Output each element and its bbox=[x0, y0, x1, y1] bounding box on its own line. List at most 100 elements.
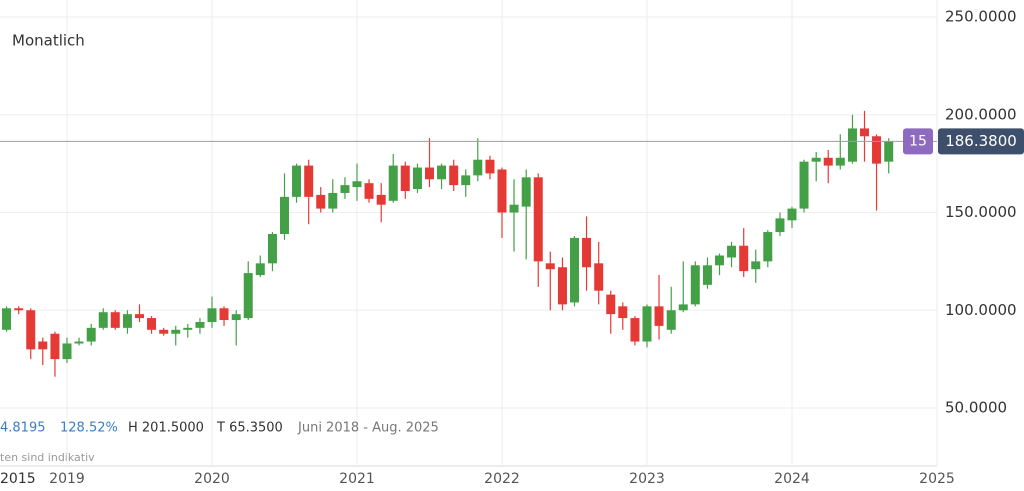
candle-body bbox=[364, 183, 374, 199]
candle-body bbox=[521, 177, 531, 207]
candle-body bbox=[606, 294, 616, 315]
candle-body bbox=[594, 263, 604, 291]
candle-body bbox=[835, 157, 845, 166]
candle-body bbox=[884, 141, 894, 162]
candle-body bbox=[678, 304, 688, 311]
info-item: H 201.5000 bbox=[128, 421, 204, 436]
candle-body bbox=[279, 196, 289, 235]
candle-body bbox=[62, 343, 72, 360]
candle-body bbox=[2, 308, 12, 330]
x-tick-label: 2023 bbox=[629, 471, 665, 487]
candle-body bbox=[739, 245, 749, 272]
candle-body bbox=[545, 263, 555, 270]
candle-body bbox=[618, 306, 628, 319]
candle-body bbox=[811, 157, 821, 162]
candle-body bbox=[183, 327, 193, 330]
candle-body bbox=[582, 237, 592, 268]
candle-body bbox=[872, 136, 882, 164]
x-tick-label: 2021 bbox=[339, 471, 375, 487]
x-tick-label: 2019 bbox=[49, 471, 85, 487]
candle-body bbox=[219, 308, 229, 321]
candle-body bbox=[763, 232, 773, 262]
y-tick-label: 250.0000 bbox=[945, 8, 1017, 26]
candle-body bbox=[231, 314, 241, 321]
candle-body bbox=[376, 194, 386, 205]
x-tick-label: 2025 bbox=[919, 471, 955, 487]
candle-body bbox=[171, 329, 181, 334]
badge-box bbox=[903, 128, 933, 155]
candle-body bbox=[134, 314, 144, 319]
y-tick-label: 200.0000 bbox=[945, 105, 1017, 123]
candle-body bbox=[727, 245, 737, 258]
candle-body bbox=[751, 261, 761, 270]
candle-body bbox=[847, 128, 857, 162]
y-tick-label: 50.0000 bbox=[945, 398, 1007, 416]
candle-body bbox=[292, 165, 302, 197]
candle-body bbox=[799, 161, 809, 209]
candle-body bbox=[473, 159, 483, 176]
candle-body bbox=[775, 218, 785, 233]
info-item: T 65.3500 bbox=[216, 421, 283, 436]
candle-body bbox=[437, 165, 447, 180]
candle-body bbox=[38, 341, 48, 350]
x-tick-label: 2020 bbox=[194, 471, 230, 487]
candle-body bbox=[50, 333, 60, 360]
candle-body bbox=[642, 306, 652, 342]
candle-body bbox=[304, 165, 314, 197]
candle-body bbox=[74, 341, 84, 344]
candle-body bbox=[86, 327, 96, 342]
candle-body bbox=[497, 169, 507, 213]
candle-body bbox=[787, 208, 797, 221]
candle-body bbox=[352, 181, 362, 188]
footnote: ten sind indikativ bbox=[0, 451, 95, 464]
candle-body bbox=[533, 177, 543, 262]
candle-body bbox=[557, 267, 567, 305]
candle-body bbox=[569, 237, 579, 303]
candle-body bbox=[267, 234, 277, 264]
candle-body bbox=[714, 255, 724, 266]
candle-body bbox=[412, 167, 422, 190]
candle-body bbox=[461, 175, 471, 186]
candle-body bbox=[316, 194, 326, 209]
candle-body bbox=[690, 265, 700, 305]
candle-body bbox=[243, 273, 253, 319]
candle-body bbox=[702, 265, 712, 285]
candle-body bbox=[400, 165, 410, 191]
candle-body bbox=[509, 204, 519, 213]
info-item: 128.52% bbox=[60, 421, 118, 436]
x-tick-label: 2022 bbox=[484, 471, 520, 487]
candle-body bbox=[388, 165, 398, 201]
y-tick-label: 150.0000 bbox=[945, 203, 1017, 221]
candle-body bbox=[98, 312, 108, 328]
candle-body bbox=[823, 157, 833, 166]
last-price-box bbox=[938, 128, 1024, 155]
badge: 15 bbox=[909, 133, 927, 149]
candle-body bbox=[340, 185, 350, 193]
candle-body bbox=[859, 128, 869, 137]
x-tick-label: 2024 bbox=[774, 471, 810, 487]
candle-body bbox=[26, 310, 36, 350]
info-item: 4.8195 bbox=[0, 421, 46, 436]
last-price-label: 186.3800 bbox=[945, 132, 1017, 150]
candle-body bbox=[424, 167, 434, 180]
candle-body bbox=[255, 263, 265, 276]
candle-body bbox=[195, 321, 205, 328]
candle-body bbox=[328, 192, 338, 209]
candle-body bbox=[159, 329, 169, 334]
candle-body bbox=[14, 308, 24, 311]
candle-body bbox=[122, 314, 132, 328]
y-tick-label: 100.0000 bbox=[945, 301, 1017, 319]
candle-body bbox=[207, 308, 217, 322]
x-left-label: 2015 bbox=[0, 471, 36, 487]
candle-body bbox=[485, 159, 495, 174]
info-item: Juni 2018 - Aug. 2025 bbox=[297, 421, 439, 436]
candle-body bbox=[630, 318, 640, 342]
candle-body bbox=[449, 165, 459, 186]
candle-body bbox=[666, 310, 676, 330]
chart-title: Monatlich bbox=[12, 32, 85, 50]
candle-body bbox=[110, 312, 120, 328]
candle-body bbox=[147, 318, 157, 330]
candle-body bbox=[654, 306, 664, 326]
